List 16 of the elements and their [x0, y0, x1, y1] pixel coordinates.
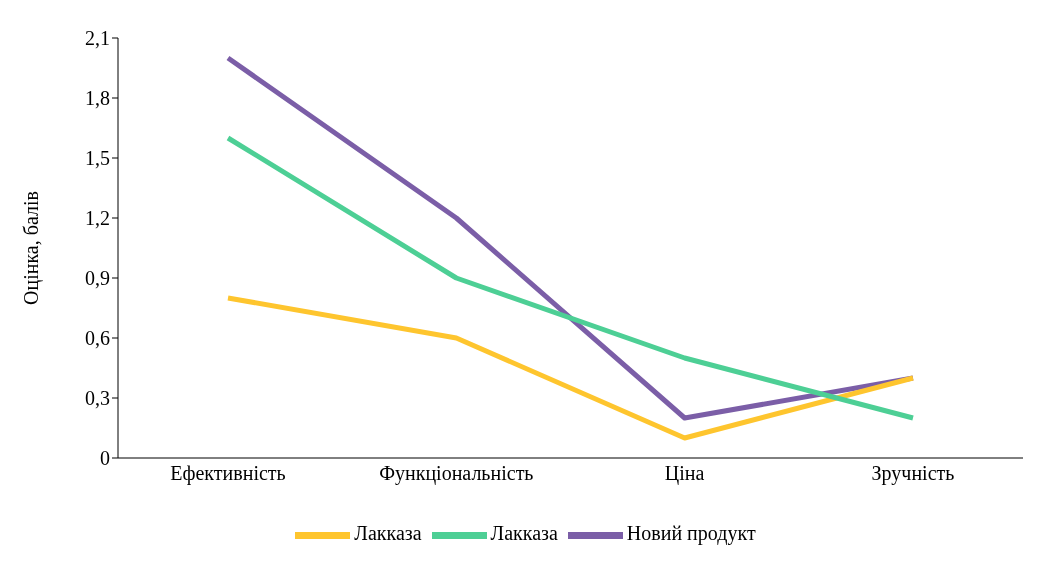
legend-label: Лакказа: [354, 522, 422, 545]
x-tick-label: Зручність: [871, 462, 955, 486]
y-tick-label: 0,9: [85, 267, 110, 290]
x-tick-label: Ефективність: [170, 462, 286, 486]
y-tick-label: 0,6: [85, 327, 110, 350]
x-tick-label: Функціональність: [379, 462, 534, 486]
legend-label: Лакказа: [490, 522, 558, 545]
y-tick-label: 1,8: [85, 87, 110, 110]
legend-label: Новий продукт: [626, 522, 756, 545]
y-tick-label: 1,5: [85, 147, 110, 170]
y-axis-title: Оцінка, балів: [20, 191, 44, 305]
y-tick-label: 2,1: [85, 27, 110, 50]
y-tick-label: 0,3: [85, 387, 110, 410]
y-tick-label: 1,2: [85, 207, 110, 230]
y-tick-label: 0: [100, 447, 110, 470]
x-tick-label: Ціна: [664, 462, 705, 486]
